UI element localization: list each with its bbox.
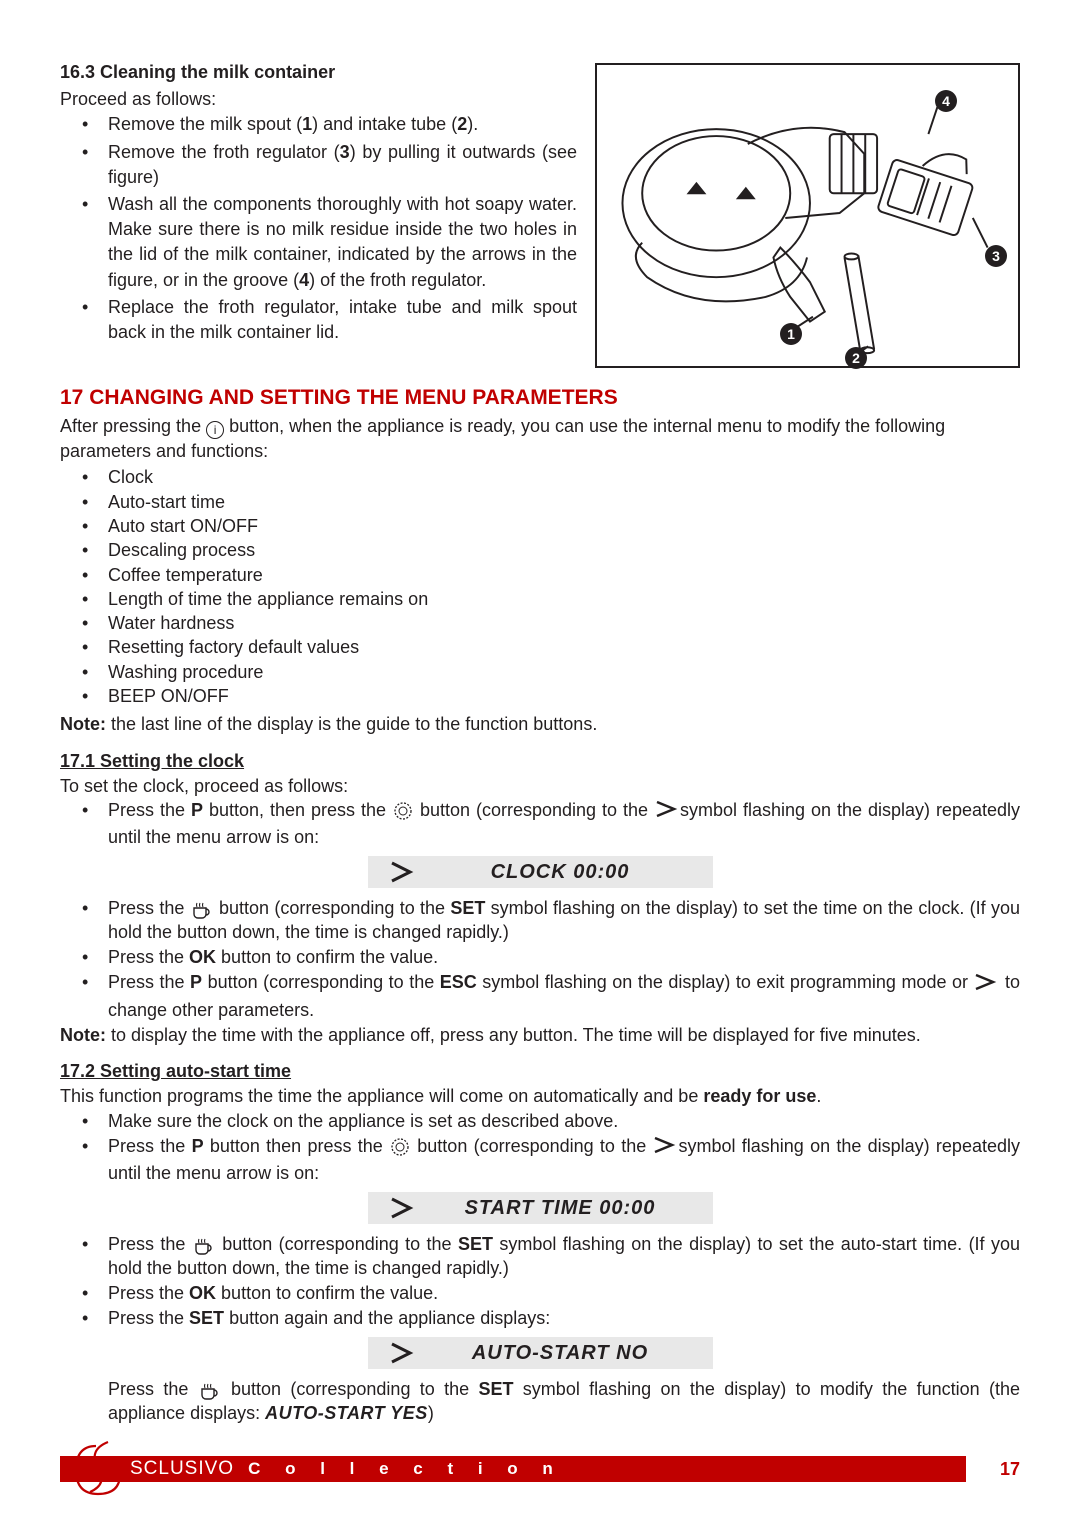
info-icon: i: [206, 421, 224, 439]
lcd-clock: CLOCK 00:00: [368, 856, 713, 888]
menu-item: Descaling process: [90, 538, 1020, 562]
note-171: Note: to display the time with the appli…: [60, 1023, 1020, 1047]
figure-callout-4: 4: [935, 90, 957, 112]
milk-container-figure: 1 2 3 4: [595, 63, 1020, 368]
figure-callout-1: 1: [780, 323, 802, 345]
menu-parameter-list: Clock Auto-start time Auto start ON/OFF …: [60, 465, 1020, 708]
step-171-2: Press the button (corresponding to the S…: [90, 896, 1020, 945]
arrow-right-icon: [388, 1195, 416, 1226]
cup-icon: [190, 898, 214, 918]
brand-logo-icon: [68, 1440, 128, 1500]
menu-item: BEEP ON/OFF: [90, 684, 1020, 708]
step-172-2: Press the P button then press the button…: [90, 1134, 1020, 1186]
item-163-2: Remove the froth regulator (3) by pullin…: [90, 140, 577, 190]
step-172-5: Press the SET button again and the appli…: [90, 1306, 1020, 1330]
step-171-3: Press the OK button to confirm the value…: [90, 945, 1020, 969]
page-number: 17: [966, 1459, 1020, 1480]
menu-item: Resetting factory default values: [90, 635, 1020, 659]
arrow-right-icon: [973, 973, 999, 997]
intro-171: To set the clock, proceed as follows:: [60, 774, 1020, 798]
coffee-qty-icon: [392, 800, 414, 820]
footer-brand2: C o l l e c t i o n: [248, 1459, 563, 1479]
figure-callout-3: 3: [985, 245, 1007, 267]
coffee-qty-icon: [389, 1136, 411, 1156]
step-171-4: Press the P button (corresponding to the…: [90, 970, 1020, 1022]
lcd-auto-start: AUTO-START NO: [368, 1337, 713, 1369]
step-171-1: Press the P button, then press the butto…: [90, 798, 1020, 850]
note-17: Note: the last line of the display is th…: [60, 712, 1020, 736]
cup-icon: [192, 1234, 216, 1254]
menu-item: Coffee temperature: [90, 563, 1020, 587]
step-172-1: Make sure the clock on the appliance is …: [90, 1109, 1020, 1133]
intro-172: This function programs the time the appl…: [60, 1084, 1020, 1108]
menu-item: Length of time the appliance remains on: [90, 587, 1020, 611]
menu-item: Auto-start time: [90, 490, 1020, 514]
intro-17: After pressing the i button, when the ap…: [60, 414, 1020, 463]
lcd-start-time: START TIME 00:00: [368, 1192, 713, 1224]
menu-item: Washing procedure: [90, 660, 1020, 684]
footer-brand1: SCLUSIVO: [130, 1458, 234, 1480]
cup-icon: [198, 1379, 222, 1399]
heading-171: 17.1 Setting the clock: [60, 751, 1020, 772]
step-172-4: Press the OK button to confirm the value…: [90, 1281, 1020, 1305]
step-172-6: Press the button (corresponding to the S…: [60, 1377, 1020, 1426]
arrow-right-icon: [652, 1135, 678, 1161]
figure-callout-2: 2: [845, 347, 867, 369]
item-163-3: Wash all the components thoroughly with …: [90, 192, 577, 293]
arrow-right-icon: [388, 1340, 416, 1371]
arrow-right-icon: [388, 859, 416, 890]
menu-item: Water hardness: [90, 611, 1020, 635]
menu-item: Auto start ON/OFF: [90, 514, 1020, 538]
arrow-right-icon: [654, 799, 680, 825]
menu-item: Clock: [90, 465, 1020, 489]
footer-bar: SCLUSIVO C o l l e c t i o n: [60, 1456, 966, 1482]
item-163-1: Remove the milk spout (1) and intake tub…: [90, 112, 577, 137]
heading-17: 17 CHANGING AND SETTING THE MENU PARAMET…: [60, 386, 1020, 410]
item-163-4: Replace the froth regulator, intake tube…: [90, 295, 577, 345]
step-172-3: Press the button (corresponding to the S…: [90, 1232, 1020, 1281]
page-footer: SCLUSIVO C o l l e c t i o n 17: [60, 1450, 1020, 1488]
heading-163: 16.3 Cleaning the milk container: [60, 60, 577, 85]
intro-163: Proceed as follows:: [60, 87, 577, 112]
heading-172: 17.2 Setting auto-start time: [60, 1061, 1020, 1082]
